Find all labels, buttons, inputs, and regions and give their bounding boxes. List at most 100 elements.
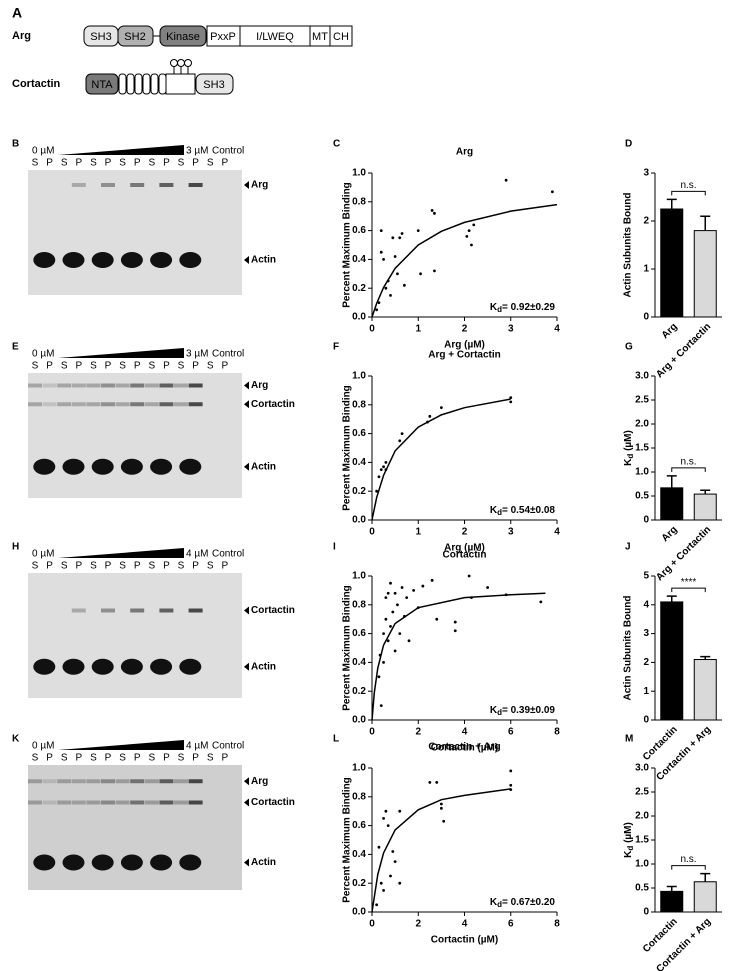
x-tick-label: 2 [415,919,421,930]
gel-band [101,800,115,805]
lane-label: S [90,753,97,764]
y-tick-label: 1.0 [352,168,366,179]
data-point [386,824,390,827]
gel-band [101,402,115,407]
y-tick-label: 0.2 [352,486,366,497]
lane-label: P [163,753,170,764]
y-tick-label: 0.8 [352,599,366,610]
data-point [430,209,434,212]
y-axis-label: Percent Maximum Binding [342,182,353,308]
band-label: Arg [251,380,268,391]
y-tick-label: 2 [643,657,649,668]
lane-label: P [105,753,112,764]
gel-band [120,658,143,675]
gel-band [57,383,72,388]
data-point [393,860,397,863]
error-bar [666,475,677,488]
data-point [382,632,385,635]
data-point [509,400,513,404]
y-tick-label: 2.5 [635,787,649,798]
gel-band [57,402,72,407]
kd-annotation-text: = 0.92±0.29 [502,302,555,313]
error-bar [700,655,711,660]
gel-band [115,383,130,388]
y-tick-label: 0 [643,312,649,323]
panel-letter: I [333,542,336,553]
kd-annotation: Kd= 0.92±0.29 [490,302,556,314]
gel-image [28,170,242,295]
lane-label: P [221,158,228,169]
data-point [379,250,383,254]
y-tick-label: 1.0 [635,859,649,870]
panel-letter: D [625,139,632,150]
y-tick-label: 0.8 [352,196,366,207]
gel-band [115,800,130,805]
y-tick-label: 0.2 [352,878,366,889]
y-tick-label: 0.6 [352,628,366,639]
gradient-wedge [58,740,184,750]
y-tick-label: 1 [643,264,649,275]
band-label: Cortactin [251,399,295,410]
kd-annotation-subscript: d [497,508,502,517]
gel-band [159,608,174,613]
gel-band [159,402,174,407]
gel-image [28,573,242,698]
gel-band [71,402,86,407]
data-point [486,586,490,589]
domain-label: SH2 [124,31,145,43]
error-bar [666,885,677,892]
lane-label: S [119,158,126,169]
concentration-start: 0 µM [32,349,54,360]
gel-band [28,779,42,784]
y-tick-label: 1.0 [352,763,366,774]
gel-band [174,779,188,784]
x-tick-label: 4 [554,324,560,335]
gel-band [42,402,57,407]
lane-label: S [61,158,68,169]
gel-band [159,383,174,388]
data-point [389,294,392,297]
lane-label: P [46,158,53,169]
domain-label: I/LWEQ [256,31,294,43]
x-tick-label: 3 [508,527,514,538]
lane-label: P [75,753,82,764]
y-tick-label: 0.2 [352,283,366,294]
y-axis-label-text: (µM) [623,430,634,454]
lane-label: P [134,158,141,169]
y-axis-label-text: (µM) [623,822,634,846]
data-point [375,903,379,907]
y-tick-label: 0.5 [635,491,649,502]
data-point [439,406,443,410]
band-pointer [244,400,249,409]
gel-band [101,608,115,613]
error-bar [700,872,711,882]
gel-band [57,800,72,805]
data-point [509,769,513,773]
y-axis-label: Percent Maximum Binding [342,385,353,511]
band-label: Actin [251,661,276,672]
y-tick-label: 0.2 [352,686,366,697]
y-tick-label: 2.0 [635,811,649,822]
x-tick-label: 8 [554,727,560,738]
lane-label: S [148,158,155,169]
gel-band [174,800,188,805]
gel-band [42,779,57,784]
data-point [400,586,404,589]
gel-band [130,402,145,407]
lane-label: P [46,561,53,572]
gel-band [120,252,143,268]
data-point [375,489,379,493]
lane-label: P [75,561,82,572]
data-point [421,584,425,588]
lane-label: S [32,753,39,764]
data-point [439,806,443,810]
significance-bracket [671,587,706,593]
y-tick-label: 0.0 [352,515,366,526]
band-pointer [244,798,249,807]
lane-label: S [61,753,68,764]
gel-band [130,800,145,805]
y-tick-label: 0.4 [352,849,366,860]
y-axis-label: Actin Subunits Bound [623,596,634,701]
gel-band [179,458,202,475]
x-tick-label: 6 [508,727,514,738]
